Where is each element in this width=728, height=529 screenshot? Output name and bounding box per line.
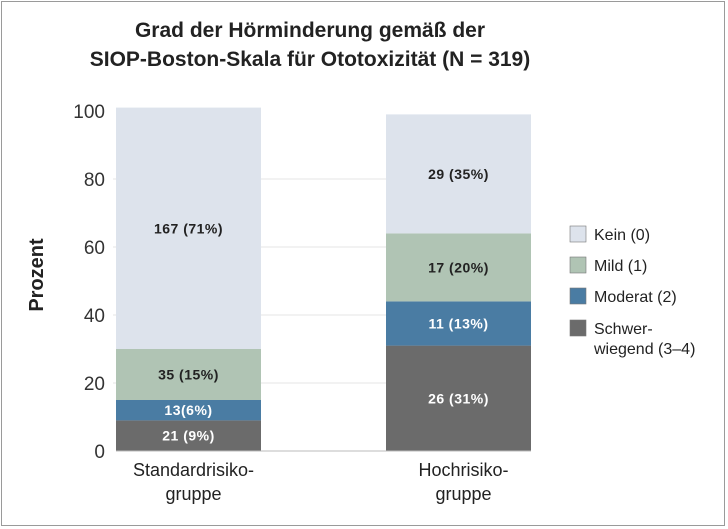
data-label: 26 (31%) <box>428 390 489 406</box>
legend-swatch <box>569 319 587 337</box>
legend-label: Mild (1) <box>594 258 647 275</box>
data-label: 29 (35%) <box>428 166 489 182</box>
bar-segment <box>116 420 261 451</box>
chart-title-line-1: Grad der Hörminderung gemäß der <box>134 19 486 42</box>
legend-label: wiegend (3–4) <box>593 341 695 358</box>
bar-segment <box>116 349 261 400</box>
y-tick-label: 80 <box>84 170 105 191</box>
chart-title: Grad der Hörminderung gemäß der SIOP-Bos… <box>0 16 620 74</box>
data-label: 13(6%) <box>164 402 212 418</box>
y-tick-label: 20 <box>84 374 105 395</box>
x-tick-label: Standardrisiko- <box>133 460 254 480</box>
x-tick-label: gruppe <box>435 484 491 504</box>
x-tick-label: Hochrisiko- <box>418 460 508 480</box>
bar-segment <box>116 107 261 349</box>
bar-segment <box>386 114 531 234</box>
data-label: 11 (13%) <box>428 316 488 332</box>
y-tick-label: 40 <box>84 306 105 327</box>
chart-title-line-2: SIOP-Boston-Skala für Ototoxizität (N = … <box>89 48 531 71</box>
data-label: 35 (15%) <box>158 367 219 383</box>
y-tick-label: 60 <box>84 238 105 259</box>
y-tick-label: 100 <box>73 102 105 123</box>
bar-segment <box>386 233 531 302</box>
data-label: 17 (20%) <box>428 259 489 275</box>
legend-swatch <box>569 225 587 243</box>
legend-label: Schwer- <box>594 321 653 338</box>
bar-segment <box>116 400 261 421</box>
x-tick-label: gruppe <box>165 484 221 504</box>
data-label: 167 (71%) <box>154 220 223 236</box>
bar-segment <box>386 345 531 451</box>
data-label: 21 (9%) <box>162 428 215 444</box>
legend-label: Kein (0) <box>594 227 650 244</box>
legend-swatch <box>569 256 587 274</box>
bar-segment <box>386 301 531 346</box>
legend-label: Moderat (2) <box>594 289 677 306</box>
y-tick-label: 0 <box>94 442 105 463</box>
legend-swatch <box>569 287 587 305</box>
